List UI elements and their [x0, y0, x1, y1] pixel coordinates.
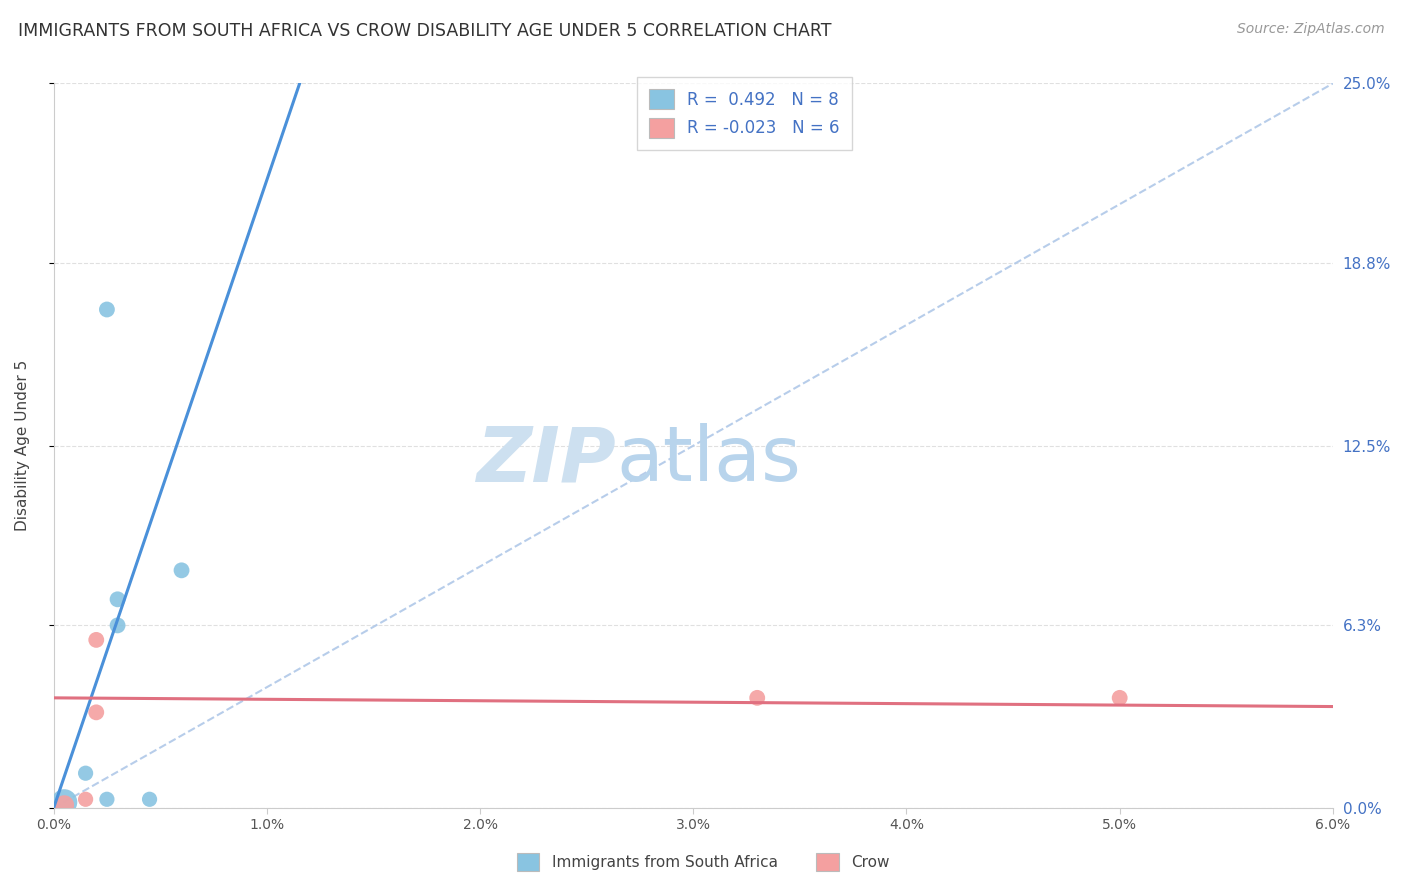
Point [53, 798, 76, 813]
Point [170, 563, 193, 577]
Point [84, 632, 107, 647]
Text: Source: ZipAtlas.com: Source: ZipAtlas.com [1237, 22, 1385, 37]
Point [96, 302, 118, 317]
Text: ZIP: ZIP [477, 423, 616, 497]
Point [1108, 690, 1130, 705]
Point [53, 795, 76, 809]
Point [107, 618, 129, 632]
Point [107, 592, 129, 607]
Text: atlas: atlas [616, 423, 801, 497]
Point [747, 690, 769, 705]
Legend: R =  0.492   N = 8, R = -0.023   N = 6: R = 0.492 N = 8, R = -0.023 N = 6 [637, 78, 852, 150]
Legend: Immigrants from South Africa, Crow: Immigrants from South Africa, Crow [510, 847, 896, 877]
Point [75, 792, 97, 806]
Point [84, 706, 107, 720]
Point [96, 792, 118, 806]
Text: IMMIGRANTS FROM SOUTH AFRICA VS CROW DISABILITY AGE UNDER 5 CORRELATION CHART: IMMIGRANTS FROM SOUTH AFRICA VS CROW DIS… [18, 22, 832, 40]
Y-axis label: Disability Age Under 5: Disability Age Under 5 [15, 360, 30, 532]
Point [75, 766, 97, 780]
Point [138, 792, 160, 806]
